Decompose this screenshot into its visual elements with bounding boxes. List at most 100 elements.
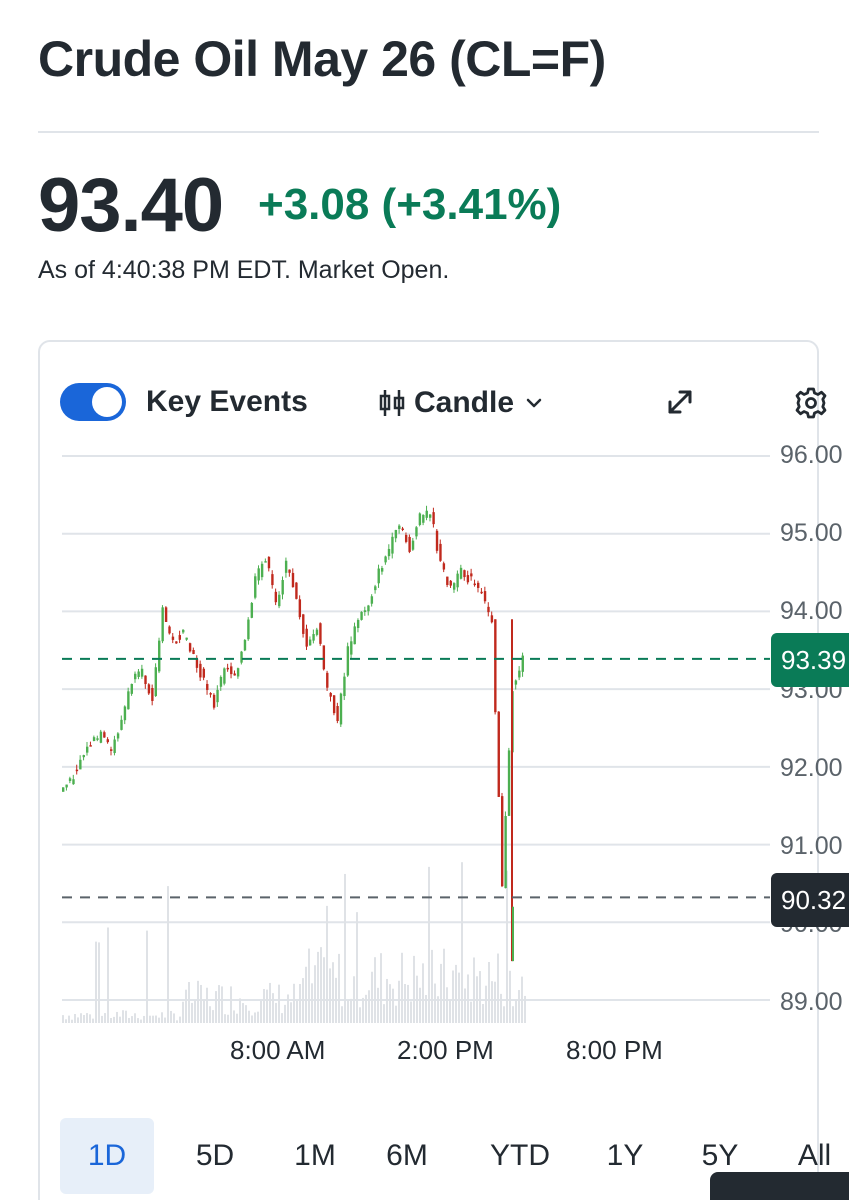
candle-body — [302, 614, 305, 634]
volume-bar — [167, 886, 169, 1023]
volume-bar — [293, 983, 295, 1023]
candle-body — [171, 636, 175, 640]
candle-body — [322, 645, 326, 670]
candle-body — [113, 739, 116, 754]
candle-body — [449, 580, 452, 586]
candle-body — [281, 580, 284, 595]
candle-body — [387, 548, 391, 557]
bottom-overlay-tab[interactable] — [710, 1172, 849, 1200]
y-tick-label: 95.00 — [780, 519, 843, 547]
candle-body — [487, 606, 490, 613]
volume-bar — [248, 1010, 250, 1023]
candle-body — [123, 706, 127, 721]
volume-bar — [455, 964, 457, 1023]
candle-body — [459, 567, 463, 579]
volume-bar — [278, 984, 280, 1023]
candle-body — [394, 529, 398, 539]
candle-body — [483, 591, 487, 602]
volume-bar — [410, 1001, 412, 1023]
volume-bar — [389, 984, 391, 1023]
candle-body — [339, 693, 343, 725]
candle-body — [65, 784, 68, 788]
volume-bar — [164, 1017, 166, 1023]
volume-bar — [419, 987, 421, 1023]
candle-body — [439, 543, 442, 561]
volume-bar — [479, 971, 481, 1023]
volume-bar — [254, 1012, 256, 1023]
chevron-down-icon — [522, 391, 546, 415]
candle-body — [140, 668, 144, 677]
range-1m-button[interactable]: 1M — [294, 1139, 336, 1172]
key-events-toggle[interactable] — [60, 383, 126, 421]
volume-bar — [446, 987, 448, 1023]
range-5y-button[interactable]: 5Y — [701, 1139, 739, 1172]
volume-bar — [143, 1015, 145, 1023]
candle-body — [195, 658, 199, 668]
volume-bar — [458, 972, 460, 1023]
volume-bar — [329, 968, 331, 1023]
volume-bar — [215, 991, 217, 1023]
candle-body — [514, 680, 518, 685]
volume-bar — [257, 1011, 259, 1023]
volume-bar — [344, 873, 346, 1023]
candle-body — [332, 695, 336, 714]
y-tick-label: 92.00 — [780, 754, 843, 782]
range-ytd-button[interactable]: YTD — [490, 1139, 550, 1172]
volume-bar — [218, 985, 220, 1023]
candle-body — [518, 670, 521, 678]
volume-bar — [437, 996, 439, 1023]
range-all-button[interactable]: All — [797, 1139, 832, 1172]
volume-bar — [200, 984, 202, 1023]
candle-body — [247, 619, 250, 640]
candle-body — [250, 602, 254, 618]
range-5d-button[interactable]: 5D — [195, 1139, 235, 1172]
gear-icon[interactable] — [794, 386, 828, 420]
candle-body — [463, 570, 466, 578]
expand-icon[interactable] — [664, 386, 696, 418]
range-1d-button[interactable]: 1D — [60, 1118, 154, 1194]
candle-body — [288, 569, 291, 573]
volume-bar — [173, 1013, 175, 1023]
range-6m-button[interactable]: 6M — [386, 1139, 428, 1172]
volume-bar — [227, 1014, 229, 1023]
price-chart[interactable] — [0, 430, 849, 1070]
candle-body — [168, 626, 171, 634]
candle-body — [68, 778, 72, 781]
volume-bar — [428, 866, 430, 1023]
volume-bar — [353, 976, 355, 1023]
volume-bar — [491, 981, 493, 1023]
volume-bar — [275, 1002, 277, 1023]
candle-body — [106, 739, 109, 743]
volume-bar — [332, 962, 334, 1023]
chart-type-dropdown[interactable]: Candle — [378, 383, 546, 423]
volume-bar — [497, 953, 499, 1023]
volume-bar — [467, 974, 469, 1023]
volume-bar — [356, 912, 358, 1023]
volume-bar — [347, 999, 349, 1023]
candle-body — [384, 556, 387, 563]
range-1y-button[interactable]: 1Y — [606, 1139, 644, 1172]
candle-body — [435, 530, 439, 551]
candle-body — [377, 568, 380, 584]
volume-bar — [236, 1013, 238, 1023]
chart-card — [38, 340, 819, 1200]
candle-body — [476, 582, 480, 588]
volume-bar — [269, 982, 271, 1023]
candle-body — [96, 738, 99, 740]
candle-body — [219, 676, 223, 687]
candle-body — [103, 732, 106, 738]
candle-body — [147, 684, 151, 694]
volume-bar — [86, 1013, 88, 1023]
candle-body — [425, 510, 428, 518]
candle-body — [346, 646, 350, 676]
candle-body — [466, 575, 470, 583]
candle-body — [151, 688, 154, 701]
volume-bar — [464, 988, 466, 1023]
candle-body — [161, 607, 164, 642]
candle-body — [137, 671, 140, 677]
volume-bar — [449, 999, 451, 1023]
volume-bar — [101, 1015, 103, 1023]
volume-bar — [308, 948, 310, 1023]
volume-bar — [374, 957, 376, 1023]
quote-timestamp: As of 4:40:38 PM EDT. Market Open. — [38, 256, 450, 284]
